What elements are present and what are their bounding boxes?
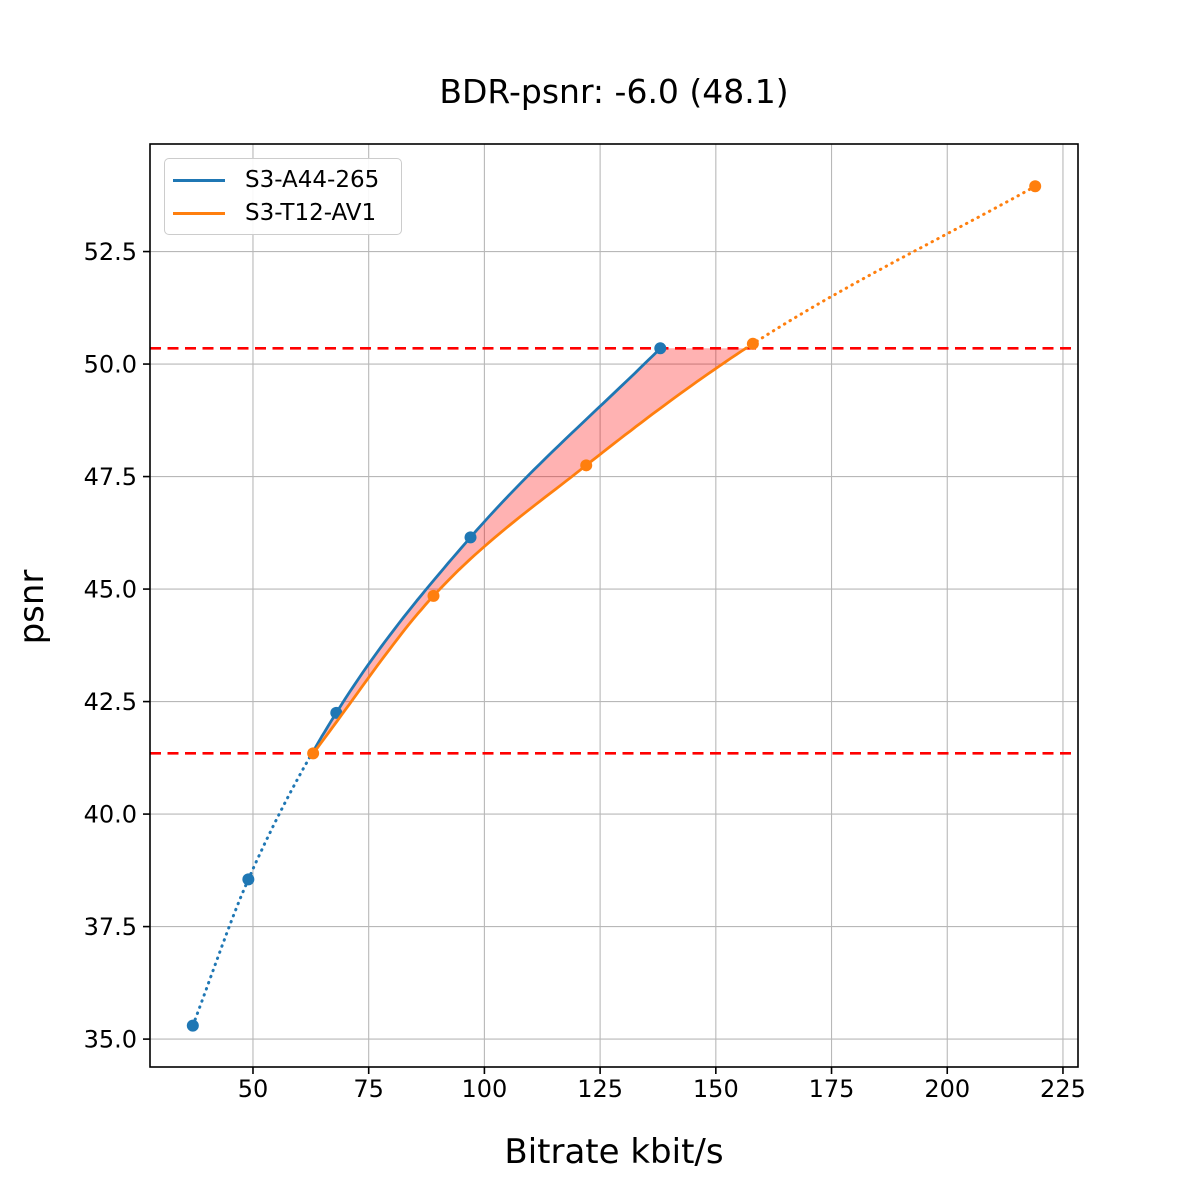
x-tick-label: 50 [238, 1075, 269, 1103]
x-tick-label: 175 [809, 1075, 855, 1103]
series-line-dotted [191, 751, 314, 1028]
legend-label: S3-T12-AV1 [245, 200, 377, 226]
y-tick-label: 42.5 [84, 688, 137, 716]
x-axis-label: Bitrate kbit/s [504, 1132, 724, 1172]
y-axis-label: psnr [12, 569, 52, 645]
y-tick-label: 47.5 [84, 463, 137, 491]
x-tick-label: 125 [577, 1075, 623, 1103]
legend-line-swatch [173, 211, 225, 215]
data-point-marker [580, 459, 593, 472]
plot-border [149, 143, 1079, 1068]
data-point-marker [307, 747, 320, 760]
data-point-marker [1029, 180, 1042, 193]
x-tick-label: 100 [461, 1075, 507, 1103]
x-tick-label: 200 [924, 1075, 970, 1103]
chart-title: BDR-psnr: -6.0 (48.1) [439, 72, 789, 111]
x-tick-label: 75 [353, 1075, 384, 1103]
legend-line-swatch [173, 178, 225, 182]
legend-item: S3-A44-265 [173, 164, 391, 197]
series-line-solid [312, 347, 747, 755]
y-tick-label: 45.0 [84, 576, 137, 604]
legend-label: S3-A44-265 [245, 167, 380, 193]
series-line-dotted [744, 184, 1037, 350]
y-tick-label: 50.0 [84, 351, 137, 379]
y-tick-label: 40.0 [84, 801, 137, 829]
series-line-solid [310, 347, 662, 754]
data-point-marker [464, 531, 477, 544]
bd-overlap-fill [312, 348, 746, 754]
y-tick-label: 35.0 [84, 1026, 137, 1054]
y-tick-label: 37.5 [84, 913, 137, 941]
y-tick-label: 52.5 [84, 238, 137, 266]
data-point-marker [242, 873, 255, 886]
data-point-marker [186, 1019, 199, 1032]
data-point-marker [746, 337, 759, 350]
legend-item: S3-T12-AV1 [173, 197, 391, 230]
x-tick-label: 150 [693, 1075, 739, 1103]
data-point-marker [427, 589, 440, 602]
x-tick-label: 225 [1040, 1075, 1086, 1103]
data-point-marker [654, 342, 667, 355]
legend: S3-A44-265 S3-T12-AV1 [164, 158, 402, 235]
